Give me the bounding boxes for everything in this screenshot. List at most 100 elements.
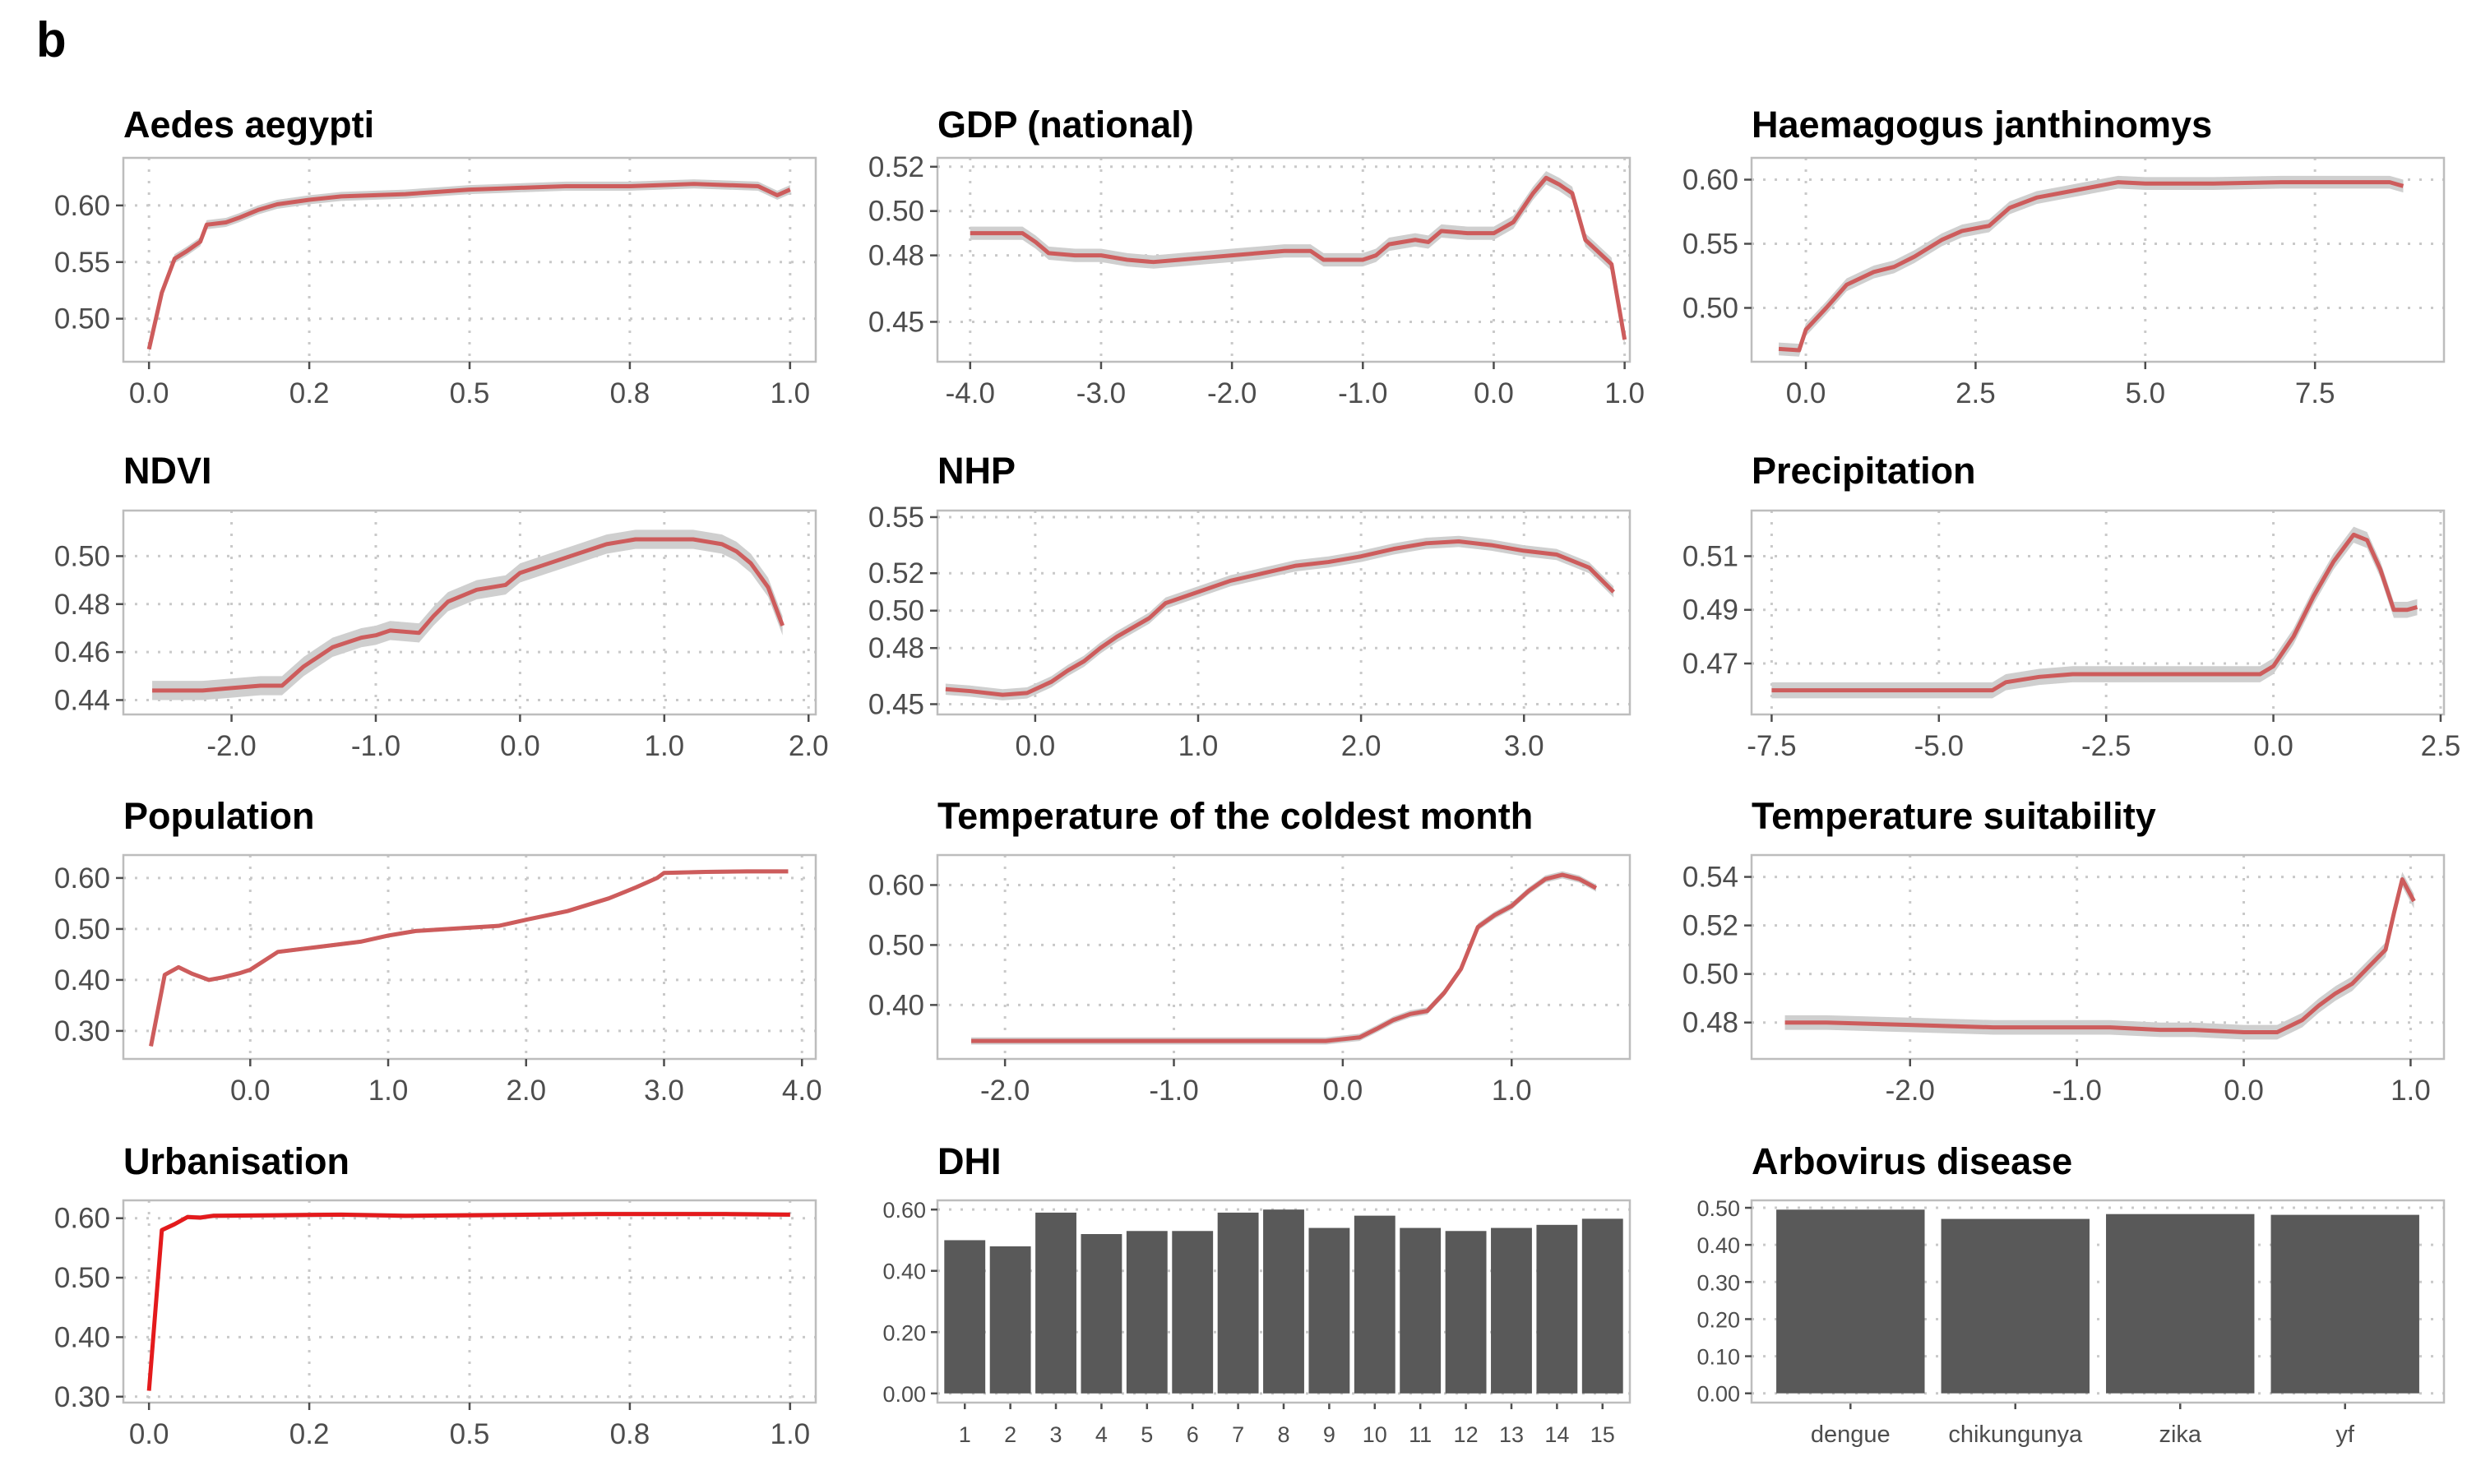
- chart-5-xtick-label-2: 2.0: [1341, 730, 1382, 762]
- chart-10-frame: [122, 1199, 817, 1404]
- chart-5-xtick-label-0: 0.0: [1016, 730, 1056, 762]
- chart-3-ytick-label-0: 0.50: [1682, 292, 1738, 324]
- chart-11-bar-10: [1354, 1215, 1395, 1394]
- chart-11-xtick-label-7: 8: [1277, 1422, 1289, 1447]
- chart-9-ytick-label-2: 0.52: [1682, 910, 1738, 942]
- chart-7-xtick-label-0: 0.0: [230, 1075, 271, 1107]
- chart-10-ytick-label-0: 0.30: [54, 1381, 110, 1413]
- chart-11-xtick-label-4: 5: [1141, 1422, 1153, 1447]
- chart-6-xtick-label-4: 2.5: [2421, 730, 2461, 762]
- chart-9-xtick-label-1: -1.0: [2052, 1075, 2101, 1107]
- chart-9-ytick-label-0: 0.48: [1682, 1007, 1738, 1039]
- chart-8-frame: [936, 853, 1632, 1061]
- chart-3-xtick-label-1: 2.5: [1956, 377, 1996, 409]
- chart-1-series-line-0: [146, 182, 791, 350]
- chart-6-xtick-label-0: -7.5: [1747, 730, 1796, 762]
- chart-4-frame: [122, 509, 817, 716]
- chart-6-xtick-label-1: -5.0: [1914, 730, 1964, 762]
- chart-11-bar-11: [1400, 1227, 1442, 1394]
- chart-11-xtick-label-2: 3: [1050, 1422, 1062, 1447]
- chart-1-xtick-label-3: 0.8: [610, 377, 650, 409]
- chart-12-bar-4: [2270, 1214, 2419, 1394]
- chart-7-series-line-0: [149, 869, 789, 1047]
- chart-7-ribbon-0: [150, 869, 789, 1048]
- chart-10-xtick-label-4: 1.0: [770, 1418, 810, 1450]
- chart-3-ytick-label-1: 0.55: [1682, 229, 1738, 261]
- chart-8-ytick-label-2: 0.60: [868, 869, 924, 901]
- chart-2-xtick-label-0: -4.0: [946, 377, 995, 409]
- chart-5-series-line-0: [945, 539, 1615, 697]
- chart-7-ytick-label-0: 0.30: [54, 1015, 110, 1047]
- chart-11-xtick-label-14: 15: [1590, 1422, 1615, 1447]
- chart-2-xtick-label-4: 0.0: [1474, 377, 1514, 409]
- chart-12-xtick-label-0: dengue: [1811, 1422, 1891, 1448]
- chart-5-ytick-label-2: 0.50: [868, 595, 924, 627]
- chart-6-ytick-label-2: 0.51: [1682, 540, 1738, 572]
- chart-11-bar-6: [1172, 1231, 1214, 1394]
- chart-2-xtick-label-5: 1.0: [1604, 377, 1645, 409]
- chart-5-ytick-label-4: 0.55: [868, 502, 924, 534]
- chart-11-bar-3: [1035, 1212, 1076, 1394]
- chart-3-frame: [1750, 156, 2446, 363]
- chart-8-ribbon-0: [971, 871, 1596, 1045]
- chart-11-xtick-label-0: 1: [959, 1422, 971, 1447]
- chart-11-bar-4: [1081, 1234, 1122, 1394]
- chart-8-xtick-label-0: -2.0: [980, 1075, 1030, 1107]
- chart-9-xtick-label-0: -2.0: [1886, 1075, 1935, 1107]
- chart-10-xtick-label-3: 0.8: [610, 1418, 650, 1450]
- chart-11-bar-8: [1263, 1209, 1304, 1394]
- chart-3-series-line-0: [1778, 180, 2405, 353]
- chart-4-xtick-label-4: 2.0: [789, 730, 829, 762]
- chart-5-ytick-label-1: 0.48: [868, 632, 924, 664]
- chart-1-xtick-label-1: 0.2: [289, 377, 330, 409]
- chart-12-title: Arbovirus disease: [1752, 1140, 2072, 1182]
- chart-9-ribbon-0: [1784, 871, 2414, 1040]
- chart-11-bar-12: [1445, 1231, 1487, 1394]
- chart-12-ytick-label-0: 0.00: [1696, 1382, 1740, 1407]
- chart-9-xtick-label-2: 0.0: [2224, 1075, 2264, 1107]
- chart-7-frame: [122, 853, 817, 1061]
- chart-11-bar-1: [944, 1240, 986, 1394]
- chart-3-xtick-label-0: 0.0: [1786, 377, 1826, 409]
- chart-1-title: Aedes aegypti: [123, 104, 374, 146]
- chart-7-xtick-label-3: 3.0: [644, 1075, 684, 1107]
- chart-10-xtick-label-2: 0.5: [450, 1418, 490, 1450]
- chart-4-ytick-label-0: 0.44: [54, 684, 110, 716]
- chart-1-xtick-label-4: 1.0: [770, 377, 810, 409]
- chart-6-ytick-label-1: 0.49: [1682, 594, 1738, 626]
- chart-2-frame: [936, 156, 1632, 363]
- chart-10-ytick-label-2: 0.50: [54, 1262, 110, 1294]
- chart-6-ytick-label-0: 0.47: [1682, 648, 1738, 680]
- chart-6-frame: [1750, 509, 2446, 716]
- chart-4-xtick-label-2: 0.0: [500, 730, 540, 762]
- chart-11-xtick-label-13: 14: [1544, 1422, 1569, 1447]
- chart-11-xtick-label-11: 12: [1454, 1422, 1479, 1447]
- chart-12-ytick-label-5: 0.50: [1696, 1196, 1740, 1221]
- chart-10-ribbon-0: [149, 1211, 790, 1394]
- chart-8-xtick-label-1: -1.0: [1149, 1075, 1198, 1107]
- chart-4-xtick-label-1: -1.0: [351, 730, 400, 762]
- chart-11-bar-15: [1581, 1218, 1623, 1394]
- chart-3-ytick-label-2: 0.60: [1682, 164, 1738, 196]
- chart-11-bar-14: [1536, 1224, 1578, 1394]
- chart-10-series-line-0: [146, 1212, 790, 1391]
- chart-5-title: NHP: [937, 450, 1016, 492]
- chart-6-ribbon-0: [1771, 526, 2418, 699]
- chart-11-ytick-label-1: 0.20: [882, 1320, 926, 1345]
- chart-12-ytick-label-3: 0.30: [1696, 1270, 1740, 1295]
- chart-12-frame: [1750, 1199, 2446, 1404]
- chart-11-xtick-label-9: 10: [1363, 1422, 1387, 1447]
- chart-5-ytick-label-3: 0.52: [868, 557, 924, 589]
- chart-8-xtick-label-2: 0.0: [1323, 1075, 1363, 1107]
- chart-2-xtick-label-3: -1.0: [1338, 377, 1387, 409]
- chart-12-ytick-label-4: 0.40: [1696, 1233, 1740, 1258]
- chart-11-xtick-label-10: 11: [1409, 1422, 1432, 1447]
- chart-9-ytick-label-3: 0.54: [1682, 862, 1738, 894]
- chart-4-ytick-label-1: 0.46: [54, 636, 110, 668]
- chart-11-ytick-label-0: 0.00: [882, 1382, 926, 1407]
- chart-1-xtick-label-0: 0.0: [129, 377, 169, 409]
- chart-11-frame: [936, 1199, 1632, 1404]
- chart-11-xtick-label-5: 6: [1187, 1422, 1199, 1447]
- chart-8-series-line-0: [971, 872, 1598, 1043]
